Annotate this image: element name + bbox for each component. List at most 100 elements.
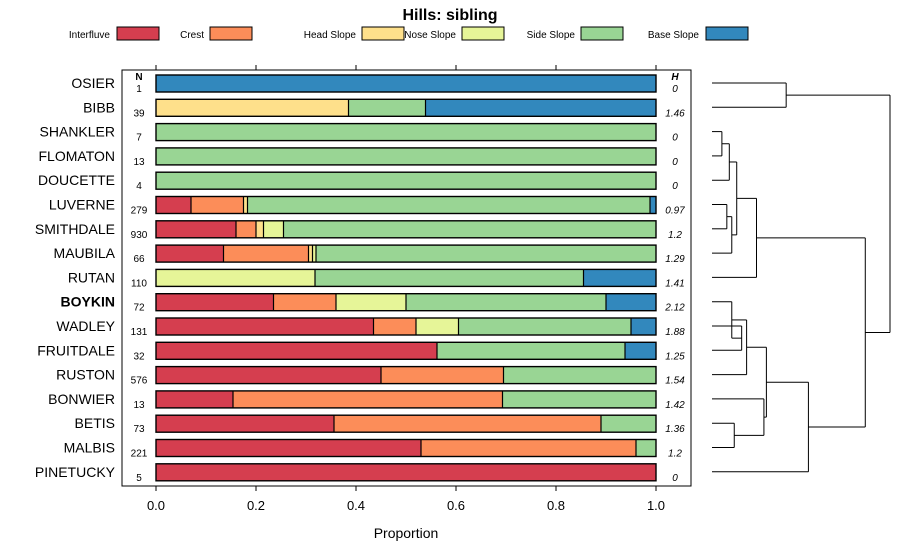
h-value-flomaton: 0 xyxy=(672,157,678,168)
bar-segment-osier-base-slope xyxy=(156,75,656,92)
h-value-shankler: 0 xyxy=(672,133,678,144)
legend-label-nose-slope: Nose Slope xyxy=(404,30,456,41)
plot-frame xyxy=(121,69,692,487)
n-value-bonwier: 13 xyxy=(133,400,145,411)
bar-segment-fruitdale-interfluve xyxy=(156,342,437,360)
row-label-fruitdale: FRUITDALE xyxy=(37,342,115,358)
bar-segment-malbis-interfluve xyxy=(156,439,421,457)
bar-segment-ruston-crest xyxy=(381,366,504,384)
row-label-boykin: BOYKIN xyxy=(61,294,115,310)
h-value-maubila: 1.29 xyxy=(665,254,685,265)
legend-label-head-slope: Head Slope xyxy=(304,30,357,41)
row-label-pinetucky: PINETUCKY xyxy=(35,464,116,480)
bar-outline-bibb xyxy=(155,98,657,118)
legend-swatch-head-slope xyxy=(361,26,405,41)
n-value-smithdale: 930 xyxy=(131,230,148,241)
x-axis: 0.0 0.2 0.4 0.6 0.8 1.0 xyxy=(147,65,665,513)
bar-outline-ruston xyxy=(155,365,657,385)
bar-segment-maubila-crest xyxy=(223,245,309,263)
chart-title: Hills: sibling xyxy=(402,7,497,24)
bar-segment-smithdale-crest xyxy=(236,220,256,238)
n-value-shankler: 7 xyxy=(136,133,142,144)
bar-segment-shankler-side-slope xyxy=(156,123,656,141)
n-value-bibb: 39 xyxy=(133,108,145,119)
h-value-malbis: 1.2 xyxy=(668,449,682,460)
row-label-maubila: MAUBILA xyxy=(54,245,116,261)
bar-segment-fruitdale-side-slope xyxy=(437,342,625,360)
bar-rows: OSIER 1 0 BIBB 39 1.46 SHANKLER 7 0 FLOMATON 13 0 DO… xyxy=(35,74,685,484)
x-tick-label: 0.0 xyxy=(147,498,165,513)
row-label-osier: OSIER xyxy=(71,75,115,91)
bar-segment-rutan-nose-slope xyxy=(156,269,315,287)
bar-segment-boykin-side-slope xyxy=(406,293,606,311)
legend-label-interfluve: Interfluve xyxy=(69,30,111,41)
legend-swatch-base-slope xyxy=(705,26,749,41)
bar-segment-smithdale-interfluve xyxy=(156,220,236,238)
bar-segment-ruston-side-slope xyxy=(503,366,656,384)
row-label-smithdale: SMITHDALE xyxy=(35,221,115,237)
n-value-doucette: 4 xyxy=(136,181,142,192)
legend-label-side-slope: Side Slope xyxy=(527,30,576,41)
n-value-malbis: 221 xyxy=(131,449,148,460)
n-value-maubila: 66 xyxy=(133,254,145,265)
h-value-smithdale: 1.2 xyxy=(668,230,682,241)
x-tick-label: 0.4 xyxy=(347,498,365,513)
bar-segment-ruston-interfluve xyxy=(156,366,381,384)
bar-segment-betis-side-slope xyxy=(601,415,656,433)
bar-segment-wadley-base-slope xyxy=(631,318,656,335)
bar-segment-bonwier-interfluve xyxy=(156,390,233,408)
bar-outline-shankler xyxy=(155,122,657,142)
dendrogram xyxy=(712,82,891,473)
bar-segment-luverne-side-slope xyxy=(247,196,650,214)
bar-segment-bibb-side-slope xyxy=(348,99,426,117)
h-value-bonwier: 1.42 xyxy=(665,400,685,411)
bar-outline-betis xyxy=(155,414,657,433)
n-value-rutan: 110 xyxy=(131,278,147,289)
bar-segment-malbis-side-slope xyxy=(636,439,656,457)
n-value-boykin: 72 xyxy=(133,303,145,314)
h-value-wadley: 1.88 xyxy=(665,327,685,338)
bar-segment-luverne-head-slope xyxy=(243,196,248,214)
row-label-rutan: RUTAN xyxy=(68,269,115,285)
legend: Interfluve Crest Head Slope Nose Slope Side … xyxy=(69,26,749,41)
x-tick-label: 0.6 xyxy=(447,498,465,513)
bar-segment-boykin-base-slope xyxy=(606,293,656,311)
h-value-doucette: 0 xyxy=(672,181,678,192)
bar-segment-boykin-crest xyxy=(273,293,336,311)
bar-segment-luverne-base-slope xyxy=(650,196,656,214)
row-label-shankler: SHANKLER xyxy=(40,124,115,140)
h-value-osier: 0 xyxy=(672,84,678,95)
n-value-flomaton: 13 xyxy=(133,157,145,168)
bar-segment-smithdale-side-slope xyxy=(283,220,656,238)
bar-segment-smithdale-nose-slope xyxy=(263,220,284,238)
bar-outline-fruitdale xyxy=(155,341,657,360)
h-value-boykin: 2.12 xyxy=(664,303,685,314)
legend-swatch-nose-slope xyxy=(461,26,505,41)
bar-segment-wadley-side-slope xyxy=(458,318,631,335)
n-value-ruston: 576 xyxy=(131,376,148,387)
legend-label-base-slope: Base Slope xyxy=(648,30,700,41)
legend-label-crest: Crest xyxy=(180,30,204,41)
bar-outline-maubila xyxy=(155,244,657,263)
legend-swatch-side-slope xyxy=(580,26,624,41)
bar-outline-flomaton xyxy=(155,147,657,166)
row-label-luverne: LUVERNE xyxy=(49,197,115,213)
bar-segment-pinetucky-interfluve xyxy=(156,463,656,481)
x-axis-title: Proportion xyxy=(374,525,439,541)
bar-segment-flomaton-side-slope xyxy=(156,147,656,165)
x-tick-label: 0.8 xyxy=(547,498,565,513)
bar-segment-luverne-interfluve xyxy=(156,196,191,214)
bar-outline-bonwier xyxy=(155,390,657,409)
bar-outline-doucette xyxy=(155,171,657,190)
bar-segment-maubila-interfluve xyxy=(156,245,224,263)
row-label-bonwier: BONWIER xyxy=(48,391,115,407)
h-column-header: H xyxy=(671,72,679,83)
bar-segment-malbis-crest xyxy=(421,439,636,457)
bar-segment-doucette-side-slope xyxy=(156,172,656,190)
bar-segment-smithdale-head-slope xyxy=(256,220,264,238)
bar-segment-luverne-crest xyxy=(191,196,244,214)
h-value-pinetucky: 0 xyxy=(672,473,678,484)
bar-segment-bibb-base-slope xyxy=(425,99,656,117)
row-label-bibb: BIBB xyxy=(83,99,115,115)
